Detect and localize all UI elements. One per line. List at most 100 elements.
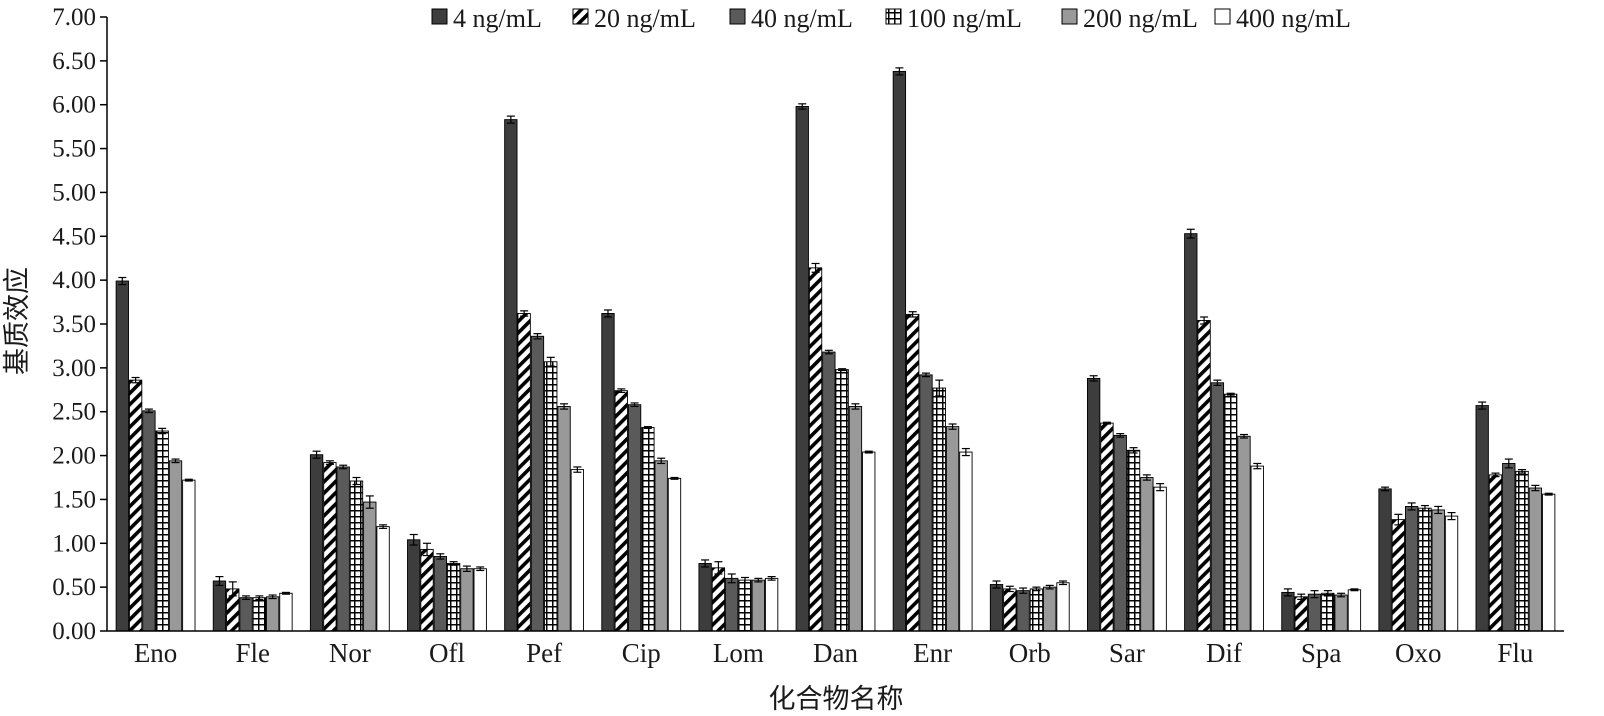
legend-label: 400 ng/mL (1236, 4, 1351, 33)
y-tick-label: 2.00 (52, 443, 96, 470)
bar (627, 404, 642, 632)
bar (1250, 465, 1264, 632)
legend-label: 20 ng/mL (594, 4, 696, 33)
bar (349, 480, 364, 632)
bar (279, 592, 293, 632)
bar-group (1475, 401, 1556, 632)
bar-group (1086, 375, 1167, 632)
bars (115, 67, 1556, 632)
bar (128, 379, 143, 632)
bar (1515, 470, 1529, 632)
legend-swatch (572, 8, 589, 25)
bar (1528, 487, 1543, 632)
y-tick-label: 5.50 (52, 136, 96, 163)
x-tick-label: Fle (235, 638, 270, 668)
bar (1334, 594, 1348, 632)
bar (309, 454, 324, 632)
bar (738, 579, 752, 632)
bar (959, 451, 973, 632)
bar (1153, 486, 1167, 632)
bar (945, 426, 960, 632)
legend-swatch (431, 8, 448, 25)
bar (1113, 434, 1127, 632)
legend-label: 200 ng/mL (1083, 4, 1198, 33)
bar-group (407, 533, 487, 632)
bar (363, 501, 377, 632)
bar (667, 477, 682, 632)
y-tick-label: 3.00 (52, 355, 96, 382)
legend-swatch (885, 8, 902, 25)
bar (1444, 515, 1459, 632)
bar (614, 390, 628, 632)
bar (1475, 405, 1489, 632)
x-tick-label: Sar (1109, 638, 1145, 668)
y-tick-label: 6.00 (52, 92, 96, 119)
bar (1224, 393, 1238, 632)
bar (1140, 477, 1154, 632)
legend-swatch (729, 8, 746, 25)
y-tick-label: 0.50 (52, 574, 96, 601)
bar (420, 548, 434, 632)
bar (822, 351, 836, 632)
legend: 4 ng/mL 20 ng/mL 40 ng/mL 100 ng/mL 200 ng/m… (431, 4, 1351, 33)
x-tick-label: Pef (526, 638, 562, 668)
bar (1100, 422, 1114, 632)
bar (1197, 320, 1211, 632)
bar (182, 479, 196, 632)
bar (835, 369, 849, 632)
bar (1488, 474, 1503, 632)
bar (212, 580, 227, 632)
bar (795, 106, 809, 632)
bar-group (989, 580, 1070, 632)
bar-group (1281, 588, 1362, 632)
legend-swatch (1061, 8, 1078, 25)
bar (557, 406, 571, 632)
bar-group (1184, 228, 1264, 632)
bar-group (212, 576, 293, 632)
bar (155, 430, 169, 632)
bar (1043, 586, 1057, 632)
bar (239, 597, 253, 632)
bar (932, 387, 946, 632)
bar (862, 451, 876, 632)
y-tick-label: 2.50 (52, 399, 96, 426)
x-axis: Eno Fle Nor Ofl Pef Cip Lom Dan Enr Orb Sar Dif Spa O… (107, 630, 1564, 668)
bar (1404, 505, 1419, 632)
y-tick-label: 4.50 (52, 223, 96, 250)
y-tick-label: 1.50 (52, 486, 96, 513)
y-tick-label: 1.00 (52, 530, 96, 557)
bar (725, 577, 739, 632)
bar (1003, 588, 1017, 632)
bar (473, 568, 487, 632)
x-tick-label: Lom (713, 638, 764, 668)
bar (1321, 592, 1335, 632)
bar-group (1378, 486, 1459, 632)
bar-group (115, 276, 196, 632)
bar (460, 568, 474, 632)
bar (323, 462, 337, 632)
legend-label: 100 ng/mL (907, 4, 1022, 33)
bar (764, 577, 779, 632)
bar (1542, 493, 1556, 632)
y-axis-title: 基质效应 (2, 267, 32, 375)
bar (142, 410, 156, 632)
x-tick-label: Oxo (1395, 638, 1442, 668)
x-tick-label: Dan (813, 638, 858, 668)
bar (989, 584, 1004, 632)
bar (1502, 463, 1516, 632)
legend-label: 40 ng/mL (751, 4, 853, 33)
bar (446, 563, 461, 632)
bar (808, 267, 823, 632)
x-tick-label: Ofl (429, 638, 465, 668)
bar (1237, 435, 1251, 632)
y-tick-label: 6.50 (52, 48, 96, 75)
bar (376, 526, 390, 632)
bar (168, 460, 183, 632)
bar (1184, 233, 1198, 632)
bar (751, 579, 765, 632)
bar (1391, 519, 1406, 632)
bar (1378, 488, 1392, 632)
bar (407, 539, 421, 632)
bar (530, 335, 545, 632)
bar (1431, 509, 1445, 632)
